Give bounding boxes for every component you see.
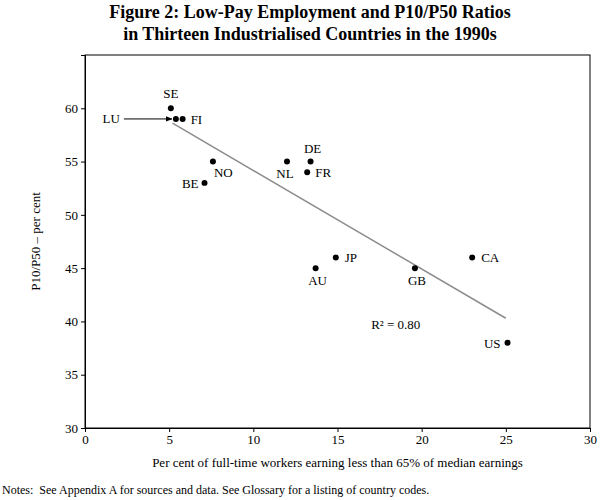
y-axis-line (81, 56, 86, 429)
data-point (412, 265, 418, 271)
point-label: JP (345, 250, 357, 265)
x-axis-title: Per cent of full-time workers earning le… (152, 455, 523, 470)
data-point (313, 265, 319, 271)
point-label: LU (103, 111, 121, 126)
x-tick: 10 (247, 428, 260, 447)
y-axis-title: P10/P50 – per cent (28, 192, 43, 291)
data-point (284, 159, 290, 165)
y-tick-label: 40 (65, 314, 78, 329)
data-point (304, 169, 310, 175)
data-point (173, 116, 179, 122)
y-tick-mark (81, 428, 85, 429)
point-label: NL (276, 166, 293, 181)
x-tick-label: 25 (500, 432, 513, 447)
plot-frame (85, 55, 590, 428)
y-tick: 45 (65, 261, 85, 276)
y-tick: 55 (65, 154, 85, 169)
y-tick-mark (81, 375, 85, 376)
point-label: US (484, 336, 501, 351)
data-point (333, 255, 339, 261)
y-tick: 50 (65, 208, 85, 223)
label-arrow (124, 118, 172, 119)
title-group: Figure 2: Low-Pay Employment and P10/P50… (109, 2, 511, 44)
point-label: AU (308, 273, 327, 288)
y-tick-label: 35 (65, 367, 78, 382)
point-label: GB (408, 273, 426, 288)
y-tick-mark (81, 268, 85, 269)
notes: Notes: See Appendix A for sources and da… (2, 483, 429, 497)
x-tick-label: 5 (166, 432, 173, 447)
x-tick: 15 (332, 428, 345, 447)
x-tick-label: 0 (82, 432, 89, 447)
y-axis: 30 35 40 45 50 55 60 (65, 56, 86, 436)
chart-title: Figure 2: Low-Pay Employment and P10/P50… (109, 2, 511, 22)
y-tick: 40 (65, 314, 85, 329)
chart-title: in Thirteen Industrialised Countries in … (123, 24, 497, 44)
x-tick-label: 20 (416, 432, 429, 447)
x-tick-label: 30 (584, 432, 597, 447)
x-tick: 20 (416, 428, 429, 447)
x-tick: 5 (166, 428, 173, 447)
y-tick: 60 (65, 101, 85, 116)
y-tick-label: 55 (65, 154, 78, 169)
annotation: R² = 0.80 (371, 317, 420, 332)
trend-line (173, 123, 506, 318)
point-label: FI (191, 112, 203, 127)
chart: Figure 2: Low-Pay Employment and P10/P50… (0, 0, 600, 500)
point-label: BE (182, 176, 199, 191)
y-tick-label: 50 (65, 208, 78, 223)
y-tick-mark (81, 321, 85, 322)
data-point (469, 255, 475, 261)
data-point (308, 159, 314, 165)
y-tick-label: 45 (65, 261, 78, 276)
x-axis: 0 5 10 15 20 25 30 (82, 428, 597, 447)
x-tick: 30 (584, 428, 597, 447)
data-point (202, 180, 208, 186)
point-labels: SE LU FI NO BE NL DE FR JP AU GB CA US (103, 86, 501, 350)
point-label: SE (163, 86, 178, 101)
point-label: NO (214, 165, 233, 180)
y-tick-mark (81, 162, 85, 163)
y-tick-label: 30 (65, 421, 78, 436)
point-label: FR (315, 165, 331, 180)
data-point (180, 116, 186, 122)
y-tick-label: 60 (65, 101, 78, 116)
y-tick: 30 (65, 421, 85, 436)
y-tick-mark (81, 108, 85, 109)
y-tick: 35 (65, 367, 85, 382)
x-tick: 0 (82, 428, 89, 447)
y-tick-mark (81, 215, 85, 216)
x-tick-label: 10 (247, 432, 260, 447)
point-label: CA (481, 250, 500, 265)
x-tick: 25 (500, 428, 513, 447)
point-label: DE (304, 141, 321, 156)
data-point (505, 340, 511, 346)
data-point (168, 105, 174, 111)
x-tick-label: 15 (332, 432, 345, 447)
plot-area (168, 105, 511, 345)
